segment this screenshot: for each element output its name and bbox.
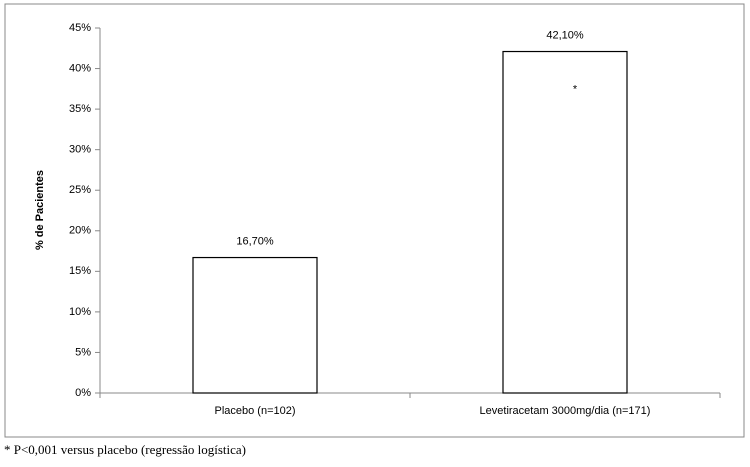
y-tick-label: 45% — [69, 22, 91, 34]
footnote: * P<0,001 versus placebo (regressão logí… — [4, 442, 246, 457]
y-tick-label: 35% — [69, 103, 91, 115]
x-tick-label: Levetiracetam 3000mg/dia (n=171) — [480, 405, 651, 417]
y-tick-label: 10% — [69, 306, 91, 318]
bar — [502, 50, 628, 394]
data-label: 16,70% — [236, 235, 274, 247]
x-tick-label: Placebo (n=102) — [214, 405, 295, 417]
y-tick-label: 15% — [69, 265, 91, 277]
y-tick-label: 0% — [75, 387, 91, 399]
y-tick-label: 30% — [69, 144, 91, 156]
y-axis-label: % de Pacientes — [34, 170, 46, 250]
data-label: 42,10% — [546, 29, 584, 41]
annotation: * — [573, 83, 578, 95]
bar — [192, 256, 318, 394]
y-tick-label: 40% — [69, 62, 91, 74]
y-tick-label: 5% — [75, 346, 91, 358]
y-tick-label: 20% — [69, 225, 91, 237]
y-tick-label: 25% — [69, 184, 91, 196]
chart-frame — [4, 3, 745, 438]
